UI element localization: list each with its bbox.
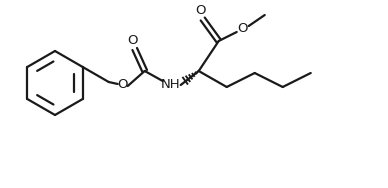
Text: O: O: [118, 79, 128, 92]
Text: O: O: [237, 23, 248, 36]
Text: O: O: [196, 5, 206, 17]
Text: O: O: [128, 35, 138, 48]
Text: NH: NH: [161, 79, 180, 92]
